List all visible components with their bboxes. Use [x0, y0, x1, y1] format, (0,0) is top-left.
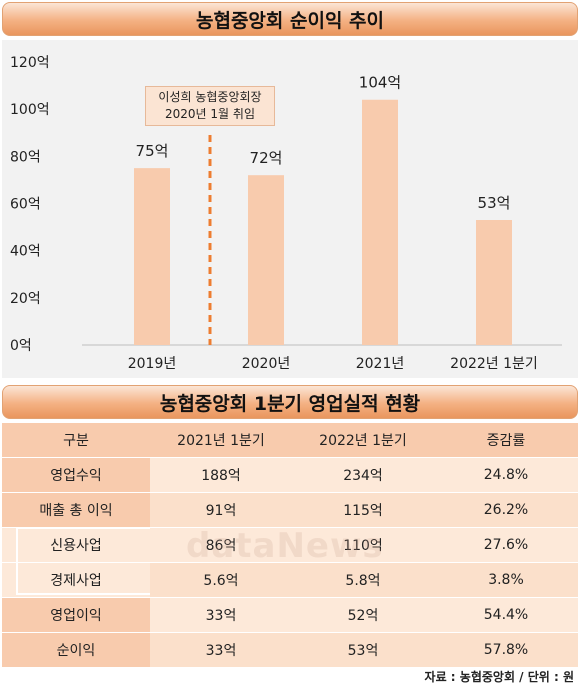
- data-label: 75억: [136, 142, 169, 160]
- table-cell: 57.8%: [434, 633, 578, 667]
- chart-title-banner: 농협중앙회 순이익 추이: [2, 2, 578, 36]
- data-label: 53억: [478, 194, 511, 212]
- y-tick-label: 120억: [10, 55, 50, 71]
- y-tick-label: 0억: [10, 338, 32, 354]
- table-cell: 33억: [150, 633, 292, 667]
- row-label: 매출 총 이익: [2, 493, 150, 527]
- header-cell: 구분: [2, 423, 150, 457]
- table-cell: 33억: [150, 598, 292, 632]
- table-cell: 3.8%: [434, 563, 578, 597]
- y-tick-label: 20억: [10, 291, 41, 307]
- header-cell: 증감률: [434, 423, 578, 457]
- table-cell: 54.4%: [434, 598, 578, 632]
- table-cell: 234억: [292, 458, 434, 492]
- row-label: 영업이익: [2, 598, 150, 632]
- chart-title: 농협중앙회 순이익 추이: [196, 6, 384, 33]
- category-label: 2020년: [242, 356, 291, 372]
- table-title-banner: 농협중앙회 1분기 영업실적 현황: [2, 385, 578, 419]
- annotation-line1: 이성희 농협중앙회장: [146, 89, 274, 106]
- bar-chart: 0억 20억 40억 60억 80억 100억 120억 75억 2019년 72억 2020년 10…: [2, 40, 578, 378]
- category-label: 2021년: [356, 356, 405, 372]
- row-label: 경제사업: [2, 563, 150, 597]
- data-label: 72억: [250, 149, 283, 167]
- table-title: 농협중앙회 1분기 영업실적 현황: [160, 389, 420, 416]
- table-cell: 188억: [150, 458, 292, 492]
- header-cell: 2022년 1분기: [292, 423, 434, 457]
- table-row: 영업수익 188억 234억 24.8%: [2, 458, 578, 492]
- table-row: 경제사업 5.6억 5.8억 3.8%: [2, 563, 578, 597]
- bar: [134, 168, 170, 345]
- table-row: 영업이익 33억 52억 54.4%: [2, 598, 578, 632]
- table-cell: 52억: [292, 598, 434, 632]
- table-row: 매출 총 이익 91억 115억 26.2%: [2, 493, 578, 527]
- chairman-annotation: 이성희 농협중앙회장 2020년 1월 취임: [145, 86, 275, 126]
- table-row: 순이익 33억 53억 57.8%: [2, 633, 578, 667]
- source-note: 자료 : 농협중앙회 / 단위 : 원: [425, 668, 574, 685]
- y-tick-label: 80억: [10, 149, 41, 165]
- table-cell: 91억: [150, 493, 292, 527]
- table-cell: 27.6%: [434, 528, 578, 562]
- category-label: 2022년 1분기: [450, 356, 538, 372]
- data-label: 104억: [359, 74, 401, 92]
- y-tick-label: 100억: [10, 102, 50, 118]
- bar: [248, 175, 284, 345]
- category-label: 2019년: [128, 356, 177, 372]
- row-label: 영업수익: [2, 458, 150, 492]
- row-label: 순이익: [2, 633, 150, 667]
- y-tick-label: 40억: [10, 244, 41, 260]
- chart-panel: 0억 20억 40억 60억 80억 100억 120억 75억 2019년 72억 2020년 10…: [2, 40, 578, 378]
- bar: [476, 220, 512, 345]
- table-cell: 26.2%: [434, 493, 578, 527]
- table-cell: 5.6억: [150, 563, 292, 597]
- table-cell: 24.8%: [434, 458, 578, 492]
- table-header-row: 구분 2021년 1분기 2022년 1분기 증감률: [2, 423, 578, 457]
- y-tick-label: 60억: [10, 197, 41, 213]
- table-cell: 5.8억: [292, 563, 434, 597]
- row-label: 신용사업: [2, 528, 150, 562]
- watermark: dataNews: [186, 526, 384, 566]
- header-cell: 2021년 1분기: [150, 423, 292, 457]
- table-cell: 115억: [292, 493, 434, 527]
- annotation-line2: 2020년 1월 취임: [146, 106, 274, 123]
- bar: [362, 100, 398, 345]
- table-cell: 53억: [292, 633, 434, 667]
